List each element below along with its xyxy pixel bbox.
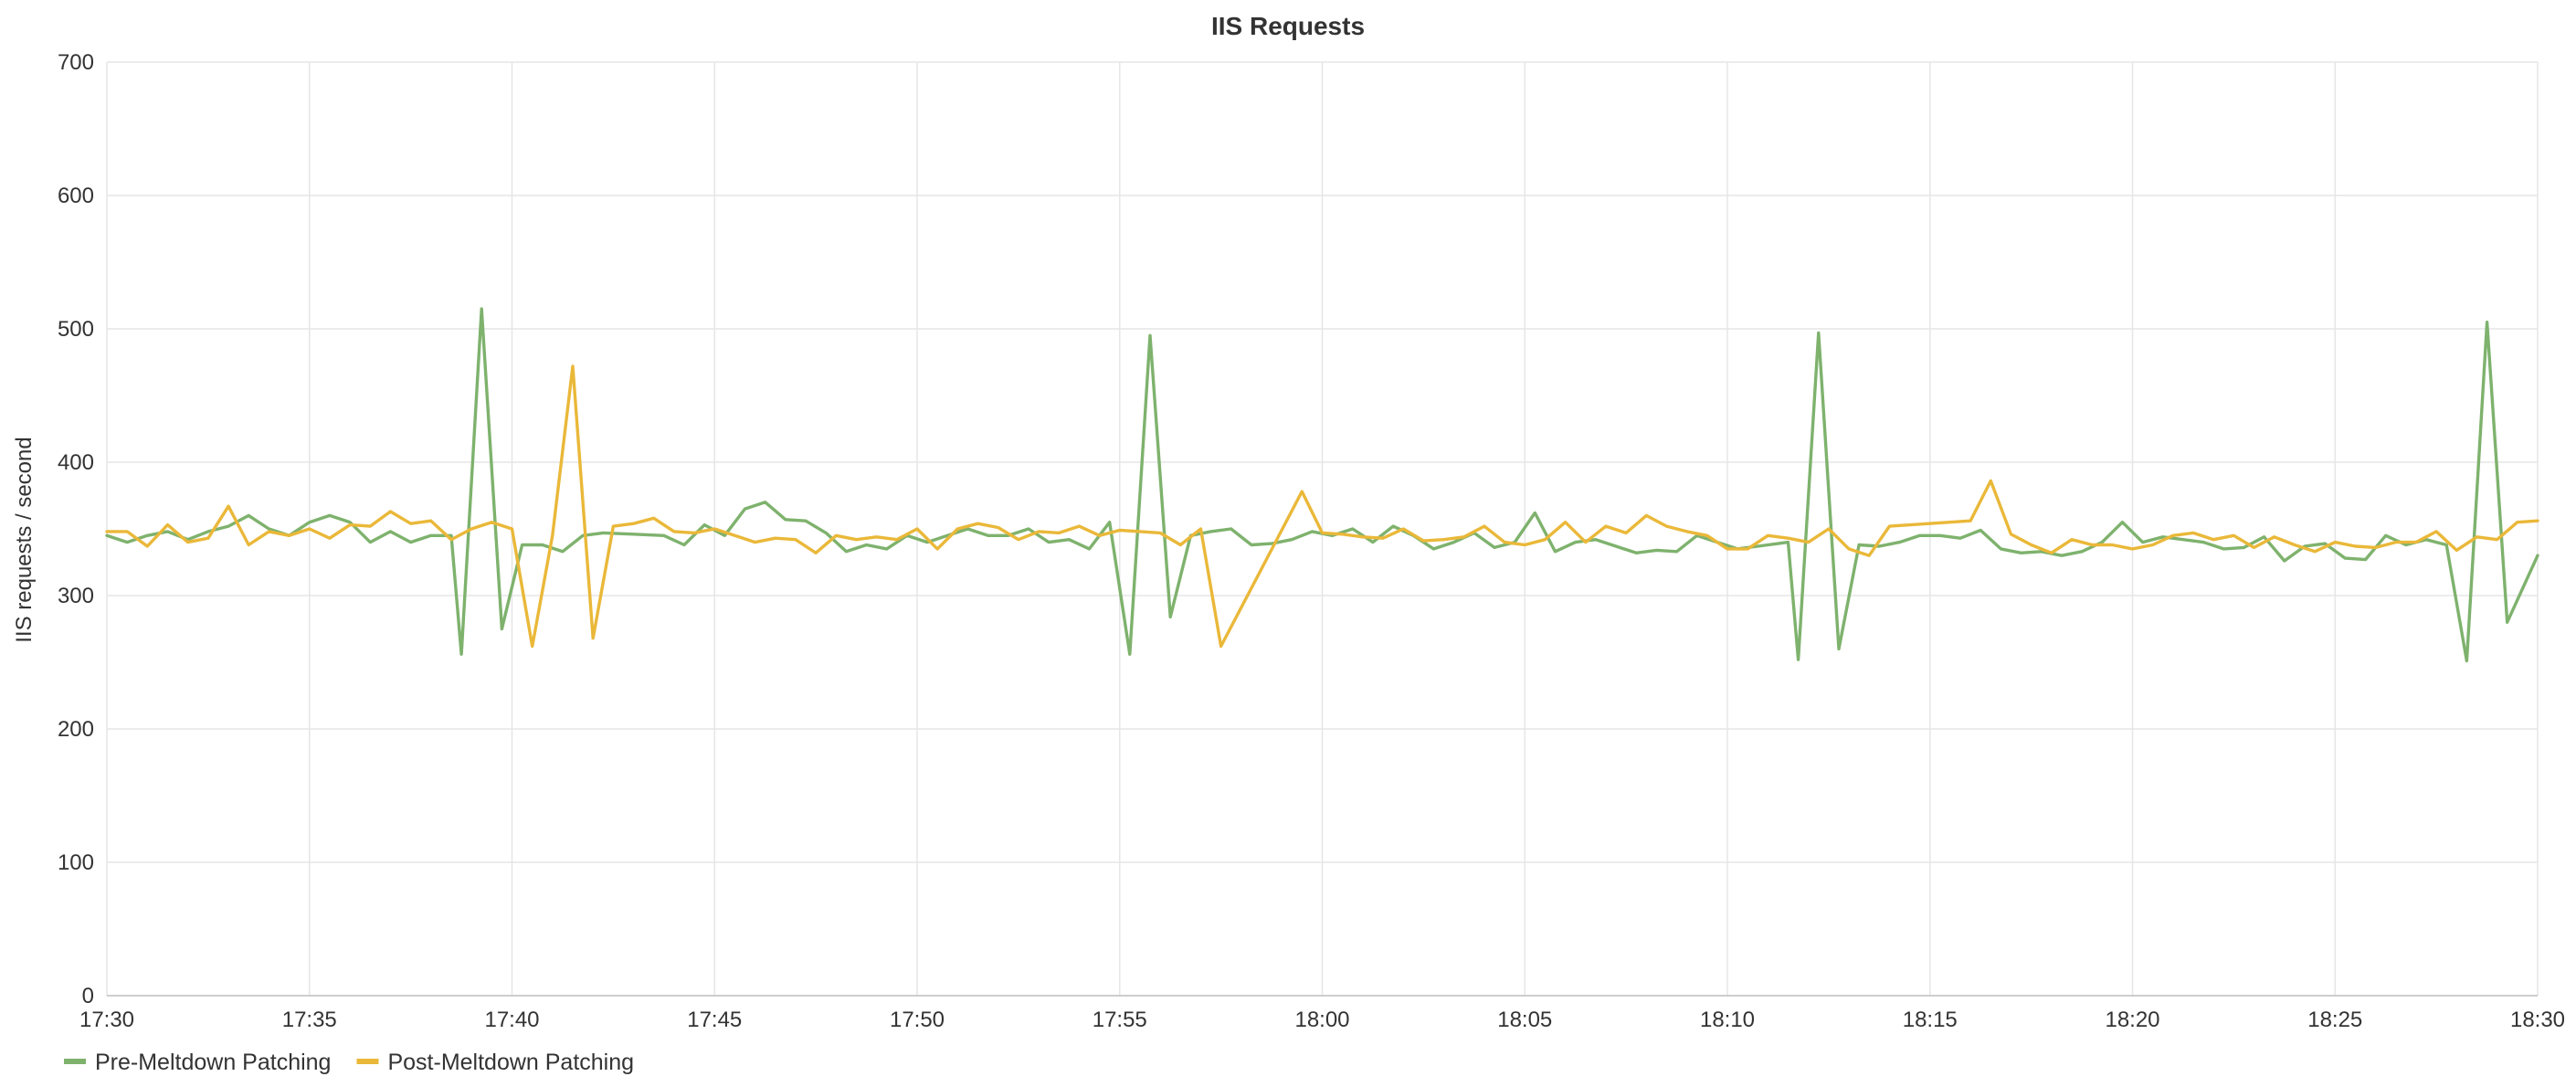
y-tick-label-0: 0 [82, 984, 94, 1008]
legend-swatch-1 [356, 1059, 379, 1064]
chart-title: IIS Requests [1211, 12, 1365, 40]
x-tick-label-10: 18:20 [2105, 1008, 2159, 1032]
x-tick-label-5: 17:55 [1093, 1008, 1147, 1032]
series-line-1[interactable] [105, 364, 2539, 649]
y-tick-label-4: 400 [58, 450, 94, 475]
y-tick-label-5: 500 [58, 317, 94, 342]
x-tick-label-12: 18:30 [2510, 1008, 2565, 1032]
y-tick-label-1: 100 [58, 850, 94, 875]
y-axis-ticks: 0 100 200 300 400 500 600 700 [58, 50, 94, 1008]
y-tick-label-2: 200 [58, 717, 94, 742]
x-tick-label-0: 17:30 [79, 1008, 134, 1032]
legend-label-0[interactable]: Pre-Meltdown Patching [95, 1050, 331, 1075]
legend-label-1[interactable]: Post-Meltdown Patching [387, 1050, 634, 1075]
x-tick-label-4: 17:50 [890, 1008, 945, 1032]
legend: Pre-Meltdown Patching Post-Meltdown Patch… [64, 1050, 634, 1075]
x-tick-label-7: 18:05 [1497, 1008, 1552, 1032]
x-axis-ticks: 17:30 17:35 17:40 17:45 17:50 17:55 18:00 18:05… [79, 1008, 2565, 1032]
series-line-0[interactable] [105, 307, 2539, 663]
legend-swatch-0 [64, 1059, 86, 1064]
x-tick-label-11: 18:25 [2307, 1008, 2362, 1032]
x-tick-label-8: 18:10 [1700, 1008, 1755, 1032]
x-tick-label-2: 17:40 [484, 1008, 539, 1032]
x-tick-label-3: 17:45 [687, 1008, 742, 1032]
y-axis-label: IIS requests / second [12, 437, 37, 642]
y-tick-label-7: 700 [58, 50, 94, 75]
y-tick-label-3: 300 [58, 584, 94, 608]
y-tick-label-6: 600 [58, 184, 94, 208]
x-tick-label-6: 18:00 [1294, 1008, 1349, 1032]
x-tick-label-9: 18:15 [1903, 1008, 1958, 1032]
x-tick-label-1: 17:35 [282, 1008, 337, 1032]
series-lines [105, 307, 2539, 663]
